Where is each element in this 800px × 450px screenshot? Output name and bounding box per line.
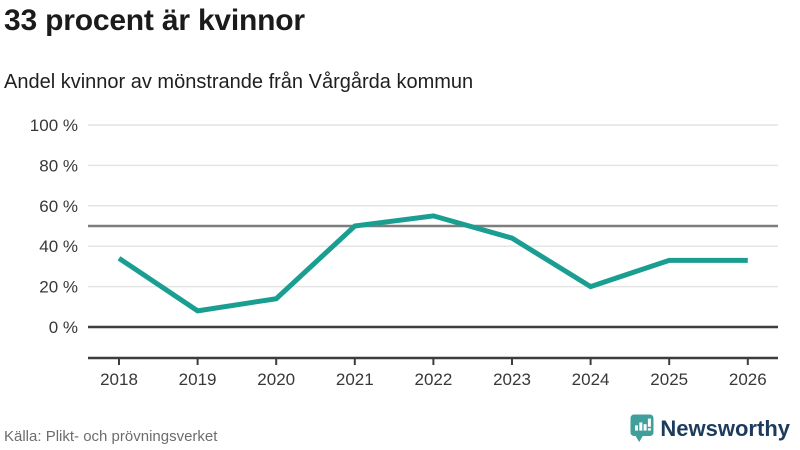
bar-tall: [639, 422, 643, 431]
x-tick-label: 2025: [650, 370, 688, 389]
y-tick-label: 60 %: [39, 197, 78, 216]
newsworthy-bar-chart-speech-bubble-icon: [630, 414, 654, 442]
brand-name: Newsworthy: [660, 415, 790, 441]
source-note: Källa: Plikt- och prövningsverket: [4, 428, 218, 445]
x-tick-label: 2018: [100, 370, 138, 389]
y-tick-label: 100 %: [30, 116, 78, 135]
x-tick-label: 2020: [257, 370, 295, 389]
y-tick-label: 80 %: [39, 156, 78, 175]
x-tick-label: 2019: [179, 370, 217, 389]
exclamation-stem: [648, 418, 652, 427]
x-tick-label: 2023: [493, 370, 531, 389]
chart-title: 33 procent är kvinnor: [4, 4, 305, 37]
bar-medium: [644, 424, 648, 431]
bar-small: [635, 425, 639, 431]
chart-subtitle: Andel kvinnor av mönstrande från Vårgård…: [4, 71, 474, 93]
exclamation-dot: [648, 428, 652, 431]
x-tick-label: 2022: [414, 370, 452, 389]
newsworthy-logo: Newsworthy: [630, 414, 790, 443]
x-tick-label: 2021: [336, 370, 374, 389]
y-tick-label: 20 %: [39, 278, 78, 297]
x-tick-label: 2024: [572, 370, 610, 389]
y-tick-label: 40 %: [39, 237, 78, 256]
x-tick-label: 2026: [729, 370, 767, 389]
data-line: [117, 213, 748, 314]
line-chart: 0 % 20 % 40 % 60 % 80 % 100 % 2018 2019 2020 2021…: [30, 116, 778, 389]
y-tick-label: 0 %: [49, 318, 78, 337]
